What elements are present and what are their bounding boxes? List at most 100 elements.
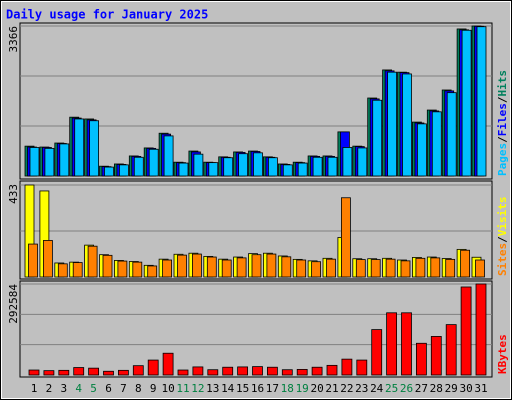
x-tick-label: 14 [221,382,235,395]
x-tick-label: 11 [176,382,189,395]
x-tick-label: 16 [251,382,264,395]
bar [342,147,353,177]
bar [192,366,204,376]
bar [177,369,189,376]
bar [431,111,442,177]
x-tick-label: 10 [161,382,174,395]
chart-title: Daily usage for January 2025 [6,8,208,22]
bar [355,259,366,278]
bar [207,369,219,376]
bar [253,152,263,177]
bar [223,157,234,177]
x-tick-label: 1 [31,382,38,395]
bar [162,352,174,376]
x-tick-label: 24 [370,382,384,395]
bar [282,164,293,177]
bar [148,148,159,177]
bar [117,260,128,278]
x-tick-label: 29 [445,382,458,395]
bar [312,156,323,177]
bar [29,147,40,177]
legend-separator: / [496,236,509,243]
bar [460,286,472,376]
bar [87,245,98,278]
bar [163,135,174,177]
x-tick-label: 4 [75,382,82,395]
bar [88,367,99,376]
bar [446,92,457,177]
bar [132,261,143,278]
x-tick-label: 28 [430,382,443,395]
bar [476,26,487,177]
bar [281,256,292,278]
bar [340,197,351,278]
bar [370,259,381,278]
bar [104,166,114,177]
bar [311,261,322,278]
bar [267,157,278,177]
bar [193,153,204,177]
x-tick-label: 17 [266,382,279,395]
bar [460,249,471,278]
bar [57,263,68,278]
bar [415,257,426,278]
legend: Sites/Visits [496,197,509,277]
bar [28,243,38,278]
bar [118,369,129,376]
bar [327,156,338,177]
y-tick-label: 433 [7,184,20,204]
x-tick-label: 27 [415,382,428,395]
bar [59,143,70,177]
bar [445,258,456,278]
bar [119,164,129,177]
bar [430,257,441,278]
legend: KBytes [496,334,509,374]
y-tick-label: 292584 [7,284,20,324]
bar [371,329,383,376]
bar [266,366,278,376]
bar [58,369,70,376]
bar [147,265,158,278]
bar [387,71,398,177]
bar [236,257,247,278]
x-tick-label: 2 [46,382,53,395]
bar [221,259,232,278]
bar [341,358,353,376]
legend-entry: Sites [496,243,509,276]
x-tick-label: 5 [90,382,97,395]
bar [206,256,217,278]
bar [222,366,234,376]
legend-entry: Pages [496,143,509,176]
bar [296,369,308,376]
bar [386,312,398,376]
bar [475,283,487,376]
bar [191,253,202,278]
bar [132,365,144,376]
bar [372,99,383,177]
bar [281,369,293,376]
x-tick-label: 23 [355,382,368,395]
bar [461,29,472,177]
bar [445,324,457,376]
x-tick-label: 13 [206,382,219,395]
x-tick-label: 20 [310,382,323,395]
legend: Pages/Files/Hits [496,70,509,176]
bar [415,342,427,376]
bar [72,262,83,278]
x-tick-label: 3 [60,382,67,395]
bar [178,162,189,177]
bar [326,258,336,278]
bar [400,260,411,278]
bar [402,73,412,177]
y-tick-label: 3366 [7,26,20,53]
bar [208,162,219,177]
bar [74,118,85,177]
bar [238,153,249,177]
legend-separator: / [496,96,509,103]
bar [416,123,427,177]
legend-separator: / [496,136,509,143]
bar [133,156,144,177]
bar [103,370,114,376]
x-tick-label: 6 [105,382,112,395]
